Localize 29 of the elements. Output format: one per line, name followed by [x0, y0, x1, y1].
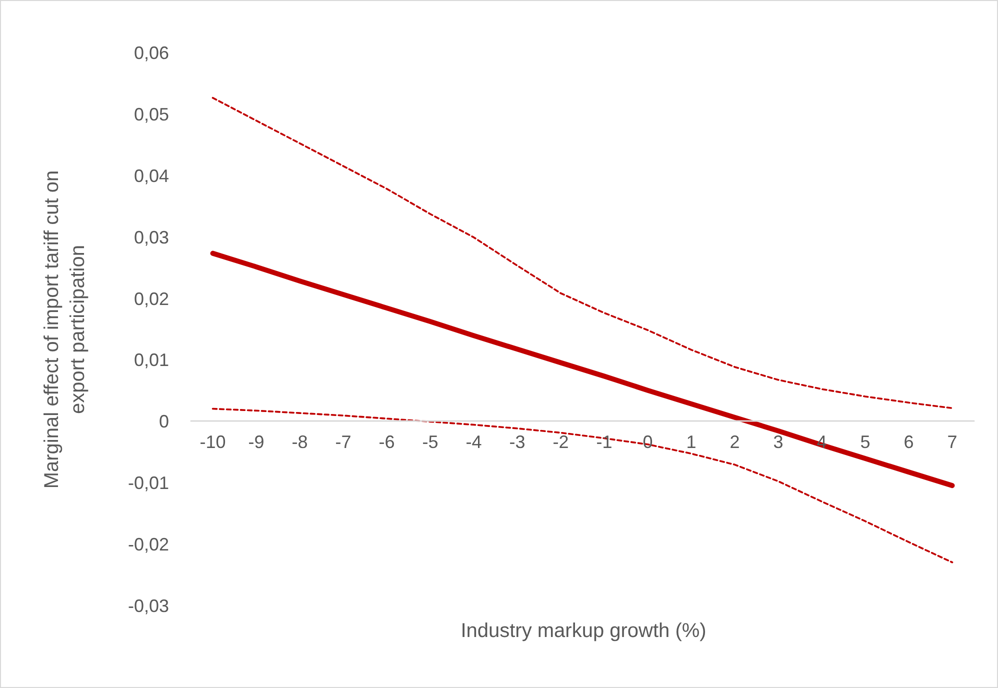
y-tick-label: -0,03 [128, 596, 169, 616]
x-tick-label: 5 [860, 432, 870, 452]
x-tick-label: 4 [816, 432, 827, 452]
x-tick-label: 3 [773, 432, 784, 452]
y-tick-label: 0,03 [134, 227, 169, 248]
line-series [212, 96, 954, 410]
x-tick-label: -3 [509, 432, 526, 452]
x-tick-label: 7 [947, 432, 958, 452]
x-tick-label: -5 [422, 432, 438, 452]
y-tick-label: 0,02 [134, 288, 169, 309]
x-tick-label: -6 [378, 432, 395, 452]
x-tick-label: -4 [466, 432, 482, 452]
x-tick-label: 2 [730, 432, 740, 452]
y-tick-label: 0 [158, 412, 169, 432]
x-tick-label: 1 [686, 432, 696, 452]
x-tick-label: -8 [292, 432, 308, 452]
x-tick-label: -7 [335, 432, 352, 452]
y-axis-title: Marginal effect of import tariff cut on export participation [41, 170, 89, 489]
y-tick-label: -0,02 [128, 534, 169, 555]
y-tick-label: 0,06 [134, 43, 169, 63]
y-tick-label: 0,04 [134, 166, 169, 186]
y-tick-label: 0,01 [134, 350, 169, 370]
x-tick-label: 6 [904, 432, 914, 452]
x-tick-label: -2 [552, 432, 569, 452]
x-tick-label: -10 [200, 432, 226, 452]
y-tick-label: 0,05 [134, 104, 169, 124]
y-tick-label: -0,01 [128, 473, 169, 494]
x-tick-label: -9 [248, 432, 264, 452]
x-axis-title: Industry markup growth (%) [460, 620, 706, 642]
